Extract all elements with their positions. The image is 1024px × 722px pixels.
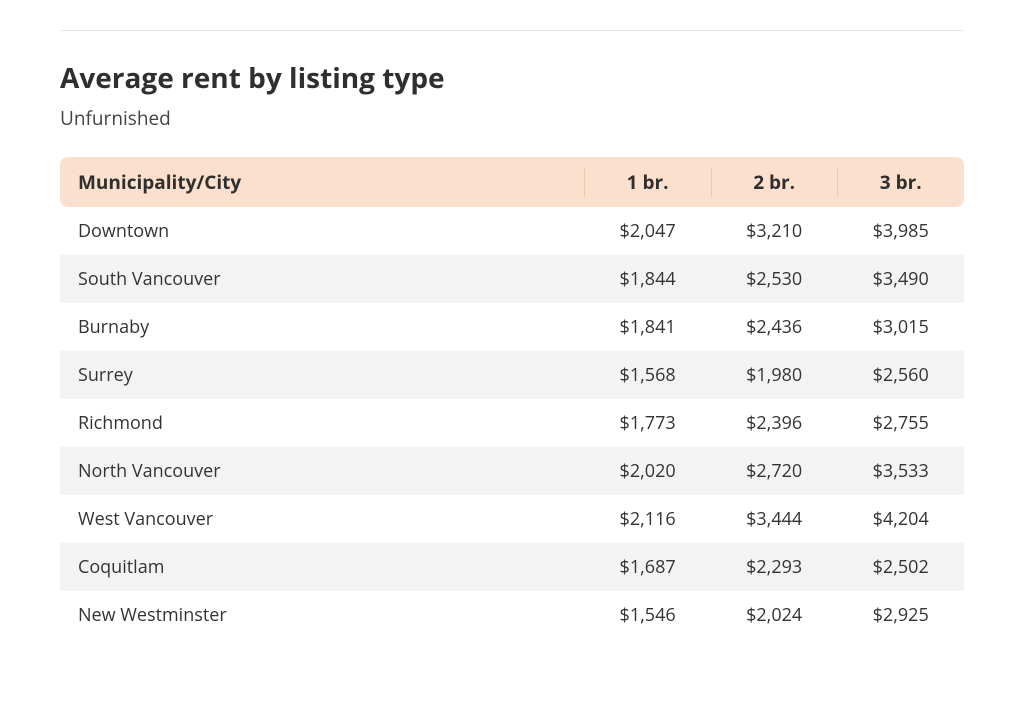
cell-value: $2,116 — [584, 495, 711, 543]
cell-value: $3,985 — [837, 207, 964, 255]
cell-value: $2,502 — [837, 543, 964, 591]
rent-table: Municipality/City 1 br. 2 br. 3 br. Down… — [60, 157, 964, 639]
cell-value: $2,560 — [837, 351, 964, 399]
cell-value: $3,490 — [837, 255, 964, 303]
table-row: North Vancouver$2,020$2,720$3,533 — [60, 447, 964, 495]
cell-value: $3,533 — [837, 447, 964, 495]
cell-city: New Westminster — [60, 591, 584, 639]
cell-city: Downtown — [60, 207, 584, 255]
cell-city: West Vancouver — [60, 495, 584, 543]
cell-value: $1,687 — [584, 543, 711, 591]
cell-value: $2,755 — [837, 399, 964, 447]
cell-value: $2,925 — [837, 591, 964, 639]
cell-value: $2,720 — [711, 447, 838, 495]
cell-value: $3,015 — [837, 303, 964, 351]
cell-value: $3,210 — [711, 207, 838, 255]
page-container: Average rent by listing type Unfurnished… — [0, 0, 1024, 722]
cell-value: $2,047 — [584, 207, 711, 255]
cell-city: North Vancouver — [60, 447, 584, 495]
top-divider — [60, 30, 964, 31]
page-subtitle: Unfurnished — [60, 105, 964, 131]
table-body: Downtown$2,047$3,210$3,985South Vancouve… — [60, 207, 964, 639]
table-row: Coquitlam$1,687$2,293$2,502 — [60, 543, 964, 591]
cell-value: $1,568 — [584, 351, 711, 399]
cell-city: Burnaby — [60, 303, 584, 351]
cell-value: $1,773 — [584, 399, 711, 447]
cell-value: $1,980 — [711, 351, 838, 399]
cell-value: $4,204 — [837, 495, 964, 543]
cell-value: $3,444 — [711, 495, 838, 543]
table-row: West Vancouver$2,116$3,444$4,204 — [60, 495, 964, 543]
cell-value: $2,293 — [711, 543, 838, 591]
cell-value: $2,396 — [711, 399, 838, 447]
cell-value: $1,844 — [584, 255, 711, 303]
col-header-1br: 1 br. — [584, 157, 711, 207]
table-row: Downtown$2,047$3,210$3,985 — [60, 207, 964, 255]
cell-city: Surrey — [60, 351, 584, 399]
table-row: Surrey$1,568$1,980$2,560 — [60, 351, 964, 399]
cell-city: Richmond — [60, 399, 584, 447]
page-title: Average rent by listing type — [60, 59, 964, 97]
cell-value: $2,436 — [711, 303, 838, 351]
table-row: Burnaby$1,841$2,436$3,015 — [60, 303, 964, 351]
table-row: South Vancouver$1,844$2,530$3,490 — [60, 255, 964, 303]
cell-value: $2,020 — [584, 447, 711, 495]
col-header-2br: 2 br. — [711, 157, 838, 207]
cell-city: South Vancouver — [60, 255, 584, 303]
cell-city: Coquitlam — [60, 543, 584, 591]
cell-value: $2,530 — [711, 255, 838, 303]
cell-value: $2,024 — [711, 591, 838, 639]
table-row: Richmond$1,773$2,396$2,755 — [60, 399, 964, 447]
cell-value: $1,546 — [584, 591, 711, 639]
table-row: New Westminster$1,546$2,024$2,925 — [60, 591, 964, 639]
col-header-3br: 3 br. — [837, 157, 964, 207]
table-header-row: Municipality/City 1 br. 2 br. 3 br. — [60, 157, 964, 207]
col-header-city: Municipality/City — [60, 157, 584, 207]
cell-value: $1,841 — [584, 303, 711, 351]
